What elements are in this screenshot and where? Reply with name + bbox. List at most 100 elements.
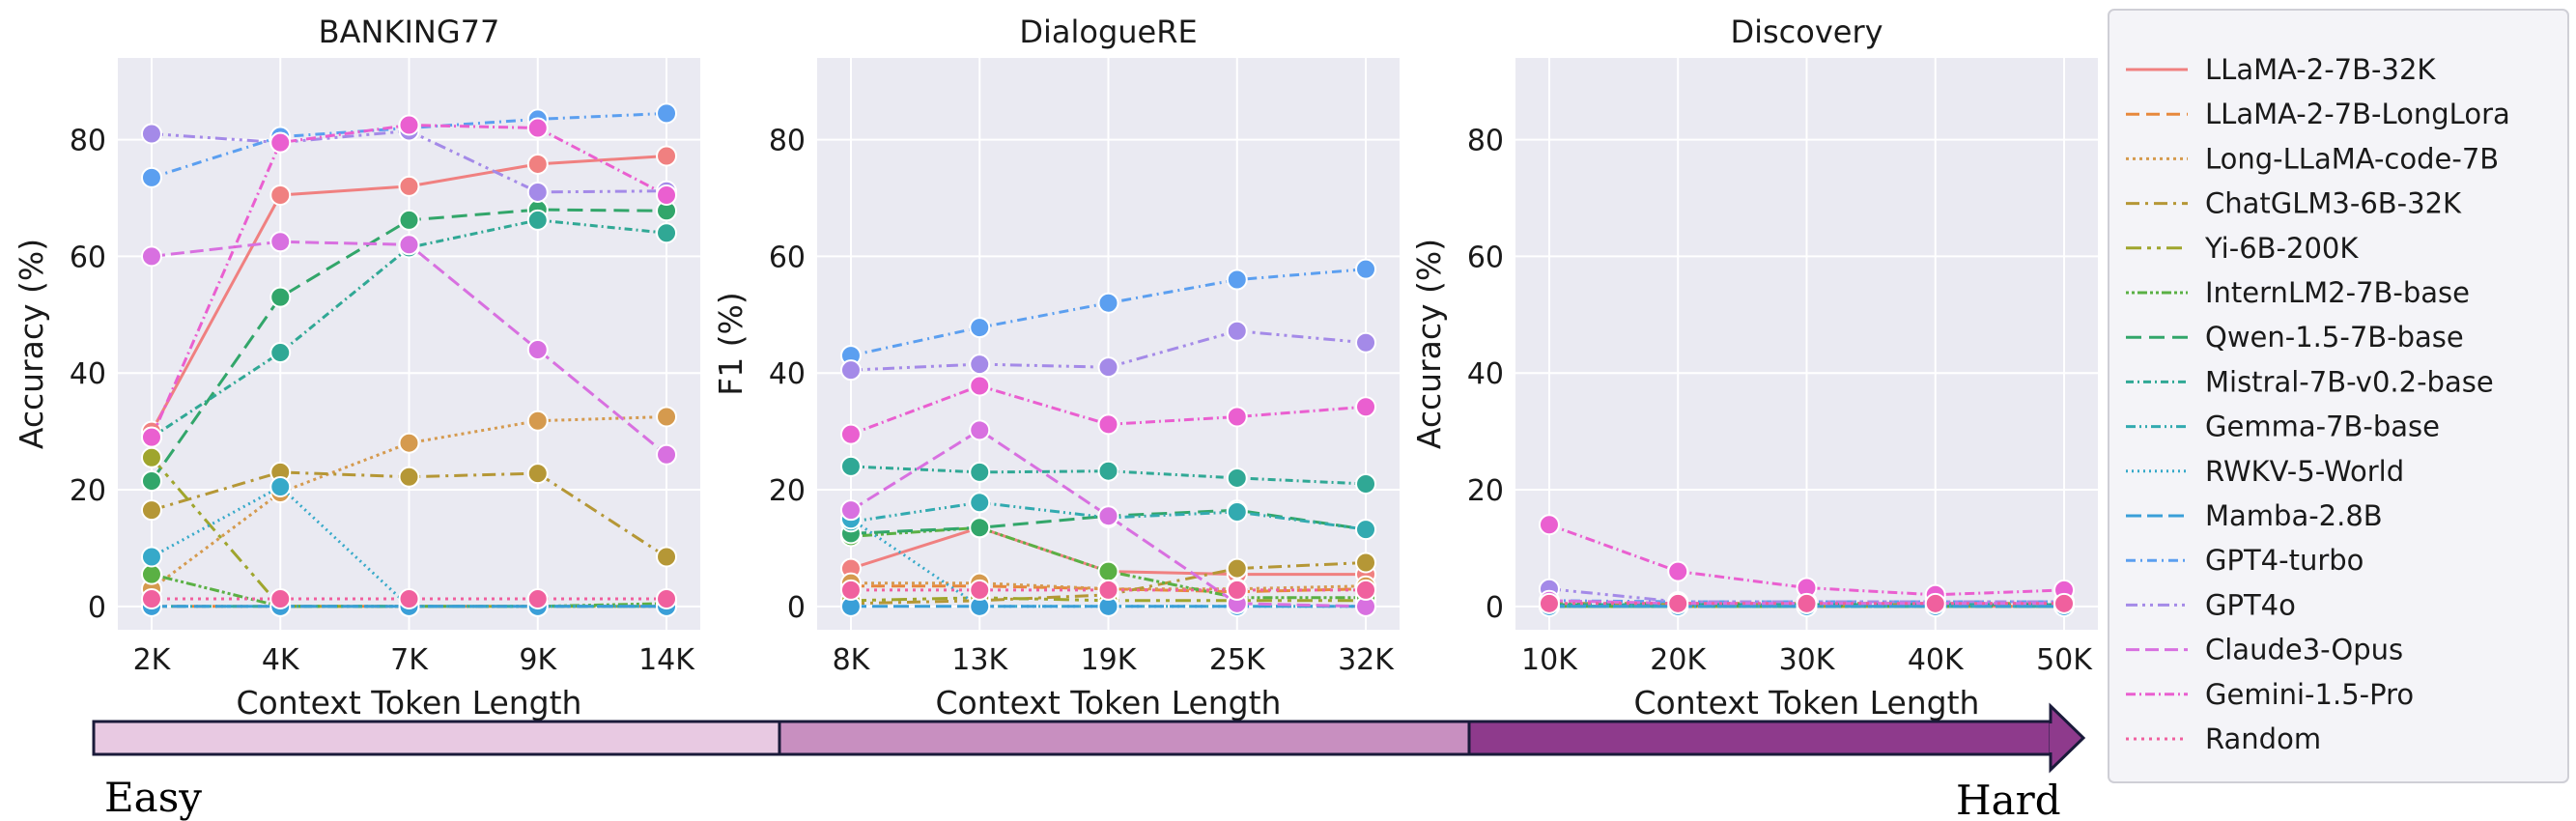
data-point: [1355, 472, 1377, 495]
data-point: [969, 419, 991, 441]
data-point: [398, 432, 420, 454]
data-point: [656, 406, 678, 428]
data-point: [1796, 592, 1818, 614]
panel-1: 0 20 40 60 80 8K 13K 19K 25K 32K DialogueRE Context…: [712, 14, 1400, 722]
x-tick-label: 8K: [833, 643, 871, 677]
legend-label: LLaMA-2-7B-32K: [2205, 53, 2436, 86]
x-tick-label: 7K: [390, 643, 429, 677]
x-tick-label: 14K: [638, 643, 695, 677]
hard-label: Hard: [1956, 777, 2061, 821]
data-point: [269, 342, 292, 364]
data-point: [140, 587, 162, 609]
series-line: [850, 525, 1366, 600]
legend-entry: Gemini-1.5-Pro: [2126, 678, 2414, 711]
x-tick-label: 32K: [1338, 643, 1395, 677]
data-point: [969, 579, 991, 601]
legend-entry: GPT4-turbo: [2126, 544, 2364, 577]
data-point: [1097, 292, 1119, 314]
x-tick-label: 2K: [133, 643, 172, 677]
data-point: [839, 455, 862, 477]
y-tick-label: 80: [769, 125, 806, 158]
x-axis-label: Context Token Length: [237, 684, 582, 722]
x-axis-label: Context Token Length: [1634, 684, 1980, 722]
series-Claude3-Opus: [140, 231, 678, 466]
panel-0: 0 20 40 60 80 2K 4K 7K 9K 14K BANKING77 Context Tok…: [13, 14, 700, 722]
x-tick-label: 9K: [519, 643, 557, 677]
data-point: [1667, 592, 1689, 614]
legend-label: GPT4-turbo: [2205, 544, 2364, 577]
data-point: [656, 546, 678, 568]
data-point: [526, 209, 549, 231]
legend-entry: RWKV-5-World: [2126, 455, 2404, 488]
data-point: [969, 517, 991, 539]
y-tick-label: 40: [70, 357, 106, 391]
series-line: [851, 584, 1367, 594]
data-point: [1097, 560, 1119, 582]
y-tick-label: 40: [1467, 357, 1504, 391]
data-point: [398, 587, 420, 609]
data-point: [398, 234, 420, 256]
series-ChatGLM3-6B-32K: [140, 461, 678, 568]
data-point: [656, 184, 678, 206]
data-point: [526, 463, 549, 485]
series-LLaMA-2-7B-32K: [140, 145, 678, 442]
series-Random: [1538, 592, 2076, 614]
data-point: [969, 492, 991, 514]
legend-entry: Qwen-1.5-7B-base: [2126, 321, 2464, 354]
data-point: [140, 123, 162, 145]
data-point: [398, 466, 420, 488]
x-tick-label: 10K: [1521, 643, 1578, 677]
data-point: [1667, 560, 1689, 582]
arrow-head: [2049, 702, 2086, 774]
data-point: [269, 476, 292, 497]
legend-entry: GPT4o: [2126, 588, 2296, 621]
series-GPT4-turbo: [839, 258, 1377, 367]
data-point: [839, 579, 862, 601]
data-point: [526, 410, 549, 432]
series-Random: [839, 579, 1377, 601]
data-point: [140, 469, 162, 492]
legend-label: Gemma-7B-base: [2205, 410, 2440, 443]
data-point: [1538, 592, 1560, 614]
x-tick-label: 50K: [2036, 643, 2093, 677]
data-point: [526, 339, 549, 361]
data-point: [269, 587, 292, 609]
legend-entry: Yi-6B-200K: [2126, 232, 2359, 265]
legend-label: Long-LLaMA-code-7B: [2205, 142, 2499, 175]
data-point: [140, 546, 162, 568]
data-point: [1355, 258, 1377, 280]
data-point: [1355, 396, 1377, 418]
data-point: [1924, 592, 1946, 614]
data-point: [969, 375, 991, 397]
y-tick-label: 0: [787, 591, 806, 625]
y-axis-label: Accuracy (%): [1410, 239, 1448, 449]
x-tick-label: 20K: [1650, 643, 1707, 677]
series-line: [850, 428, 1367, 609]
data-point: [656, 222, 678, 244]
legend-label: Claude3-Opus: [2205, 634, 2403, 666]
legend-entry: Mamba-2.8B: [2126, 499, 2383, 532]
data-point: [656, 443, 678, 466]
legend-label: LLaMA-2-7B-LongLora: [2205, 98, 2510, 130]
legend-label: Mamba-2.8B: [2205, 499, 2383, 532]
data-point: [969, 354, 991, 376]
data-point: [140, 426, 162, 448]
data-point: [269, 184, 292, 206]
x-tick-label: 30K: [1779, 643, 1836, 677]
panel-2: 0 20 40 60 80 10K 20K 30K 40K 50K Discovery Context…: [1410, 14, 2098, 722]
data-point: [526, 153, 549, 175]
data-point: [140, 166, 162, 188]
legend-label: GPT4o: [2205, 588, 2296, 621]
easy-label: Easy: [104, 774, 202, 821]
data-point: [269, 131, 292, 154]
series-line: [850, 465, 1367, 486]
legend-entry: Mistral-7B-v0.2-base: [2126, 365, 2494, 398]
legend-entry: Random: [2126, 722, 2321, 755]
y-tick-label: 40: [769, 357, 806, 391]
y-tick-label: 80: [70, 125, 106, 158]
y-axis-label: Accuracy (%): [13, 239, 50, 449]
legend-entry: Gemma-7B-base: [2126, 410, 2440, 443]
legend-entry: ChatGLM3-6B-32K: [2126, 187, 2462, 220]
arrow-segment: [92, 720, 781, 756]
data-point: [656, 102, 678, 125]
